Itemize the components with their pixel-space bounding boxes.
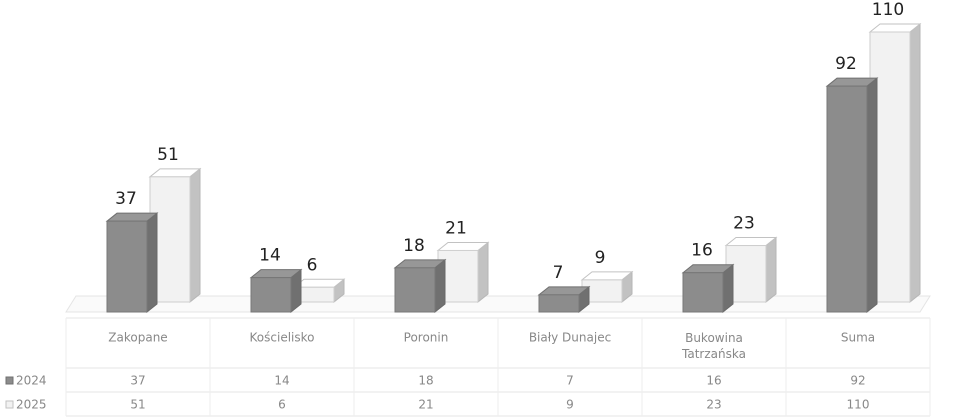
value-label: 23 [733, 214, 755, 234]
bar [106, 220, 148, 313]
value-label: 7 [553, 263, 564, 283]
bar-side [866, 77, 878, 314]
table-cell: 6 [278, 398, 286, 412]
table-cell: 110 [847, 398, 870, 412]
table-cell: 7 [566, 374, 574, 388]
value-label: 21 [445, 218, 467, 238]
value-label: 9 [595, 248, 606, 268]
bar-side [434, 258, 446, 314]
legend-swatch [5, 400, 14, 409]
bar [250, 277, 292, 313]
bar-side [146, 212, 158, 314]
legend-label: 2024 [16, 374, 47, 388]
bar [826, 85, 868, 313]
floor [65, 295, 931, 313]
bar-side [909, 22, 921, 304]
table-cell: 37 [130, 374, 145, 388]
bar-side [765, 236, 777, 304]
bar [394, 267, 436, 313]
bar-side [477, 241, 489, 304]
value-label: 110 [872, 0, 904, 20]
x-tick-label: Kościelisko [250, 331, 315, 345]
table-cell: 14 [274, 374, 289, 388]
table-cell: 21 [418, 398, 433, 412]
legend-swatch [5, 376, 14, 385]
table-cell: 92 [850, 374, 865, 388]
bar [682, 272, 724, 313]
value-label: 37 [115, 189, 137, 209]
value-label: 51 [157, 145, 179, 165]
value-label: 16 [691, 241, 713, 261]
table-cell: 16 [706, 374, 721, 388]
value-label: 92 [835, 54, 857, 74]
x-tick-label: Bukowina Tatrzańska [681, 331, 746, 361]
x-tick-label: Poronin [404, 331, 449, 345]
legend-label: 2025 [16, 398, 47, 412]
bar [538, 294, 580, 313]
table-cell: 51 [130, 398, 145, 412]
value-label: 18 [403, 236, 425, 256]
x-tick-label: Suma [841, 331, 875, 345]
table-cell: 23 [706, 398, 721, 412]
bar-side [189, 167, 201, 304]
value-label: 14 [259, 246, 281, 266]
value-label: 6 [307, 255, 318, 275]
x-tick-label: Zakopane [108, 331, 167, 345]
x-tick-label: Biały Dunajec [529, 331, 611, 345]
table-cell: 9 [566, 398, 574, 412]
table-cell: 18 [418, 374, 433, 388]
